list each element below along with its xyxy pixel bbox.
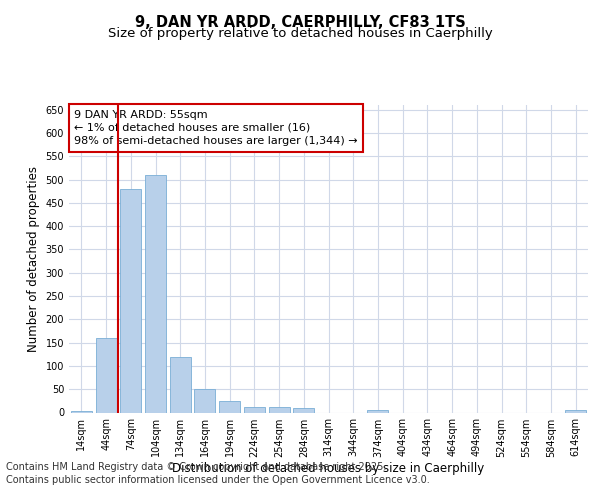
Bar [219, 401, 240, 412]
Y-axis label: Number of detached properties: Number of detached properties [27, 166, 40, 352]
X-axis label: Distribution of detached houses by size in Caerphilly: Distribution of detached houses by size … [172, 462, 485, 475]
Bar [269, 407, 290, 412]
Text: 9, DAN YR ARDD, CAERPHILLY, CF83 1TS: 9, DAN YR ARDD, CAERPHILLY, CF83 1TS [134, 15, 466, 30]
Bar [120, 189, 141, 412]
Bar [194, 389, 215, 412]
Bar [95, 338, 116, 412]
Text: Contains HM Land Registry data © Crown copyright and database right 2025.: Contains HM Land Registry data © Crown c… [6, 462, 386, 472]
Bar [145, 175, 166, 412]
Text: 9 DAN YR ARDD: 55sqm
← 1% of detached houses are smaller (16)
98% of semi-detach: 9 DAN YR ARDD: 55sqm ← 1% of detached ho… [74, 110, 358, 146]
Bar [367, 410, 388, 412]
Bar [71, 411, 92, 412]
Bar [565, 410, 586, 412]
Bar [244, 407, 265, 412]
Text: Contains public sector information licensed under the Open Government Licence v3: Contains public sector information licen… [6, 475, 430, 485]
Text: Size of property relative to detached houses in Caerphilly: Size of property relative to detached ho… [107, 28, 493, 40]
Bar [293, 408, 314, 412]
Bar [170, 356, 191, 412]
